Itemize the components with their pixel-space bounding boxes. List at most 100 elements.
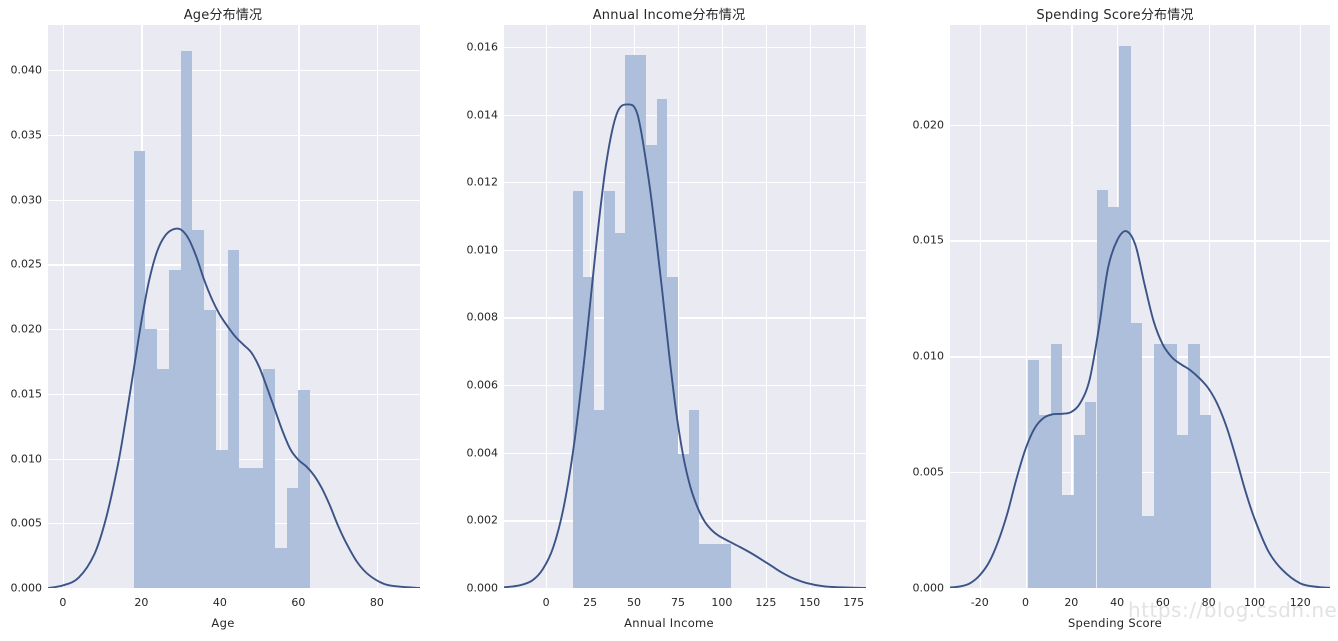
histogram-bar — [1130, 322, 1143, 588]
y-tick-label: 0.025 — [10, 257, 43, 271]
y-tick-label: 0.016 — [466, 40, 499, 54]
chart-title-spending-score: Spending Score分布情况 — [1036, 8, 1194, 23]
plot-area-spending-score — [950, 25, 1330, 588]
histogram-bar — [677, 454, 689, 588]
x-tick-label: 0 — [542, 596, 550, 609]
histogram-bar — [667, 276, 678, 588]
x-tick-label: 60 — [291, 596, 306, 609]
histogram-bar — [1050, 343, 1063, 588]
gridline-vertical — [809, 25, 811, 588]
x-tick-label: 20 — [134, 596, 149, 609]
histogram-bar — [1062, 495, 1074, 588]
chart-title-annual-income: Annual Income分布情况 — [592, 8, 746, 23]
x-axis-label-spending-score: Spending Score — [1067, 616, 1163, 630]
histogram-bar — [274, 547, 287, 588]
x-tick-label: 40 — [1110, 596, 1125, 609]
histogram-bar — [192, 229, 205, 588]
chart-panel-annual-income: Annual Income分布情况 0.000 0.002 0.004 0.006 0.0… — [446, 0, 892, 641]
y-tick-label: 0.010 — [466, 243, 499, 257]
y-tick-label: 0.008 — [466, 310, 499, 324]
y-tick-label: 0.005 — [10, 516, 43, 530]
histogram-bar — [251, 467, 264, 588]
gridline-horizontal — [504, 114, 866, 116]
histogram-bar — [1176, 435, 1189, 588]
gridline-horizontal — [950, 240, 1330, 242]
histogram-bar — [133, 150, 146, 588]
y-tick-label: 0.010 — [10, 452, 43, 466]
histogram-bar — [583, 276, 594, 588]
histogram-bar — [1199, 415, 1211, 588]
x-tick-label: 25 — [583, 596, 598, 609]
gridline-vertical — [721, 25, 724, 588]
histogram-bar — [604, 190, 615, 588]
x-tick-label: 80 — [369, 596, 384, 609]
histogram-bar — [168, 269, 181, 588]
gridline-vertical — [376, 25, 379, 588]
y-tick-label: 0.000 — [466, 581, 499, 595]
gridline-horizontal — [504, 317, 866, 319]
histogram-bar — [1027, 359, 1040, 588]
x-tick-label: 75 — [670, 596, 685, 609]
histogram-bar — [1165, 343, 1177, 588]
x-axis-label-age: Age — [211, 616, 235, 630]
x-axis-label-annual-income: Annual Income — [624, 616, 714, 630]
x-tick-label: 0 — [59, 596, 67, 609]
x-tick-label: 60 — [1155, 596, 1170, 609]
plot-area-age — [48, 25, 420, 588]
gridline-vertical — [1025, 25, 1027, 588]
histogram-bar — [263, 369, 275, 588]
histogram-bar — [720, 544, 731, 588]
gridline-vertical — [853, 25, 855, 588]
histogram-bar — [1107, 206, 1120, 588]
y-tick-label: 0.015 — [10, 387, 43, 401]
x-tick-label: 0 — [1022, 596, 1030, 609]
plot-area-annual-income — [504, 25, 866, 588]
y-tick-label: 0.014 — [466, 108, 499, 122]
gridline-horizontal — [504, 385, 866, 387]
y-tick-label: 0.035 — [10, 128, 43, 142]
histogram-bar — [1096, 189, 1108, 588]
x-tick-label: -20 — [970, 596, 989, 609]
y-tick-label: 0.020 — [10, 322, 43, 336]
histogram-bar — [1153, 343, 1166, 588]
x-tick-label: 40 — [212, 596, 227, 609]
y-tick-label: 0.015 — [912, 233, 945, 247]
histogram-bar — [298, 389, 311, 588]
y-tick-label: 0.010 — [912, 349, 945, 363]
x-tick-label: 50 — [627, 596, 642, 609]
histogram-bar — [656, 99, 668, 588]
gridline-horizontal — [504, 249, 866, 252]
histogram-bar — [1188, 343, 1200, 588]
gridline-horizontal — [48, 135, 420, 137]
x-tick-label: 80 — [1201, 596, 1216, 609]
gridline-horizontal — [48, 70, 420, 72]
x-tick-label: 150 — [799, 596, 821, 609]
x-tick-label: 120 — [1289, 596, 1311, 609]
histogram-bar — [227, 250, 240, 588]
y-tick-label: 0.012 — [466, 175, 499, 189]
gridline-vertical — [62, 25, 65, 588]
y-tick-label: 0.004 — [466, 446, 499, 460]
x-tick-label: 20 — [1064, 596, 1079, 609]
histogram-bar — [1119, 45, 1131, 588]
x-tick-label: 175 — [843, 596, 865, 609]
histogram-bar — [646, 145, 657, 588]
histogram-bar — [625, 55, 636, 588]
gridline-horizontal — [504, 182, 866, 184]
gridline-vertical — [1300, 25, 1302, 588]
histogram-bar — [688, 410, 700, 588]
histogram-bar — [239, 467, 252, 588]
histogram-bar — [699, 544, 710, 588]
gridline-vertical — [765, 25, 768, 588]
y-tick-label: 0.005 — [912, 465, 945, 479]
gridline-horizontal — [504, 46, 866, 49]
y-tick-label: 0.000 — [10, 581, 43, 595]
histogram-bar — [204, 309, 216, 588]
chart-panel-age: Age分布情况 0.000 0.005 0.010 0.015 0.020 0.025 0.0… — [0, 0, 446, 641]
histogram-bar — [709, 544, 721, 588]
y-tick-label: 0.000 — [912, 581, 945, 595]
chart-panel-spending-score: Spending Score分布情况 0.000 0.005 0.010 0.015 0.… — [892, 0, 1338, 641]
histogram-bar — [1142, 516, 1154, 588]
y-tick-label: 0.020 — [912, 118, 945, 132]
gridline-vertical — [979, 25, 981, 588]
